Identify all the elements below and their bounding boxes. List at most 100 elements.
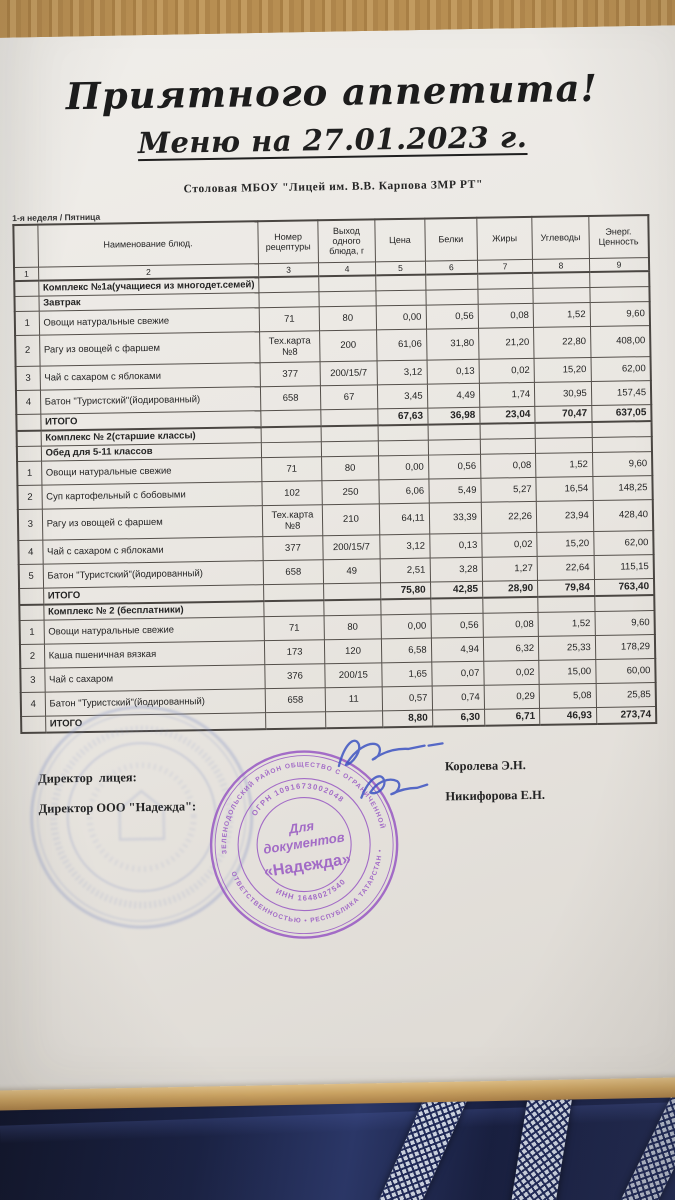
row-num: 2	[15, 334, 40, 367]
fat: 6,32	[483, 635, 539, 661]
protein: 0,74	[431, 684, 485, 710]
cell	[430, 597, 483, 614]
wood-shelf	[0, 0, 675, 38]
cell	[375, 274, 426, 291]
fat: 0,08	[478, 302, 534, 328]
total-fat: 23,04	[479, 405, 536, 424]
handwritten-signature	[337, 739, 444, 799]
cell	[263, 600, 324, 617]
cell	[378, 439, 429, 456]
cell	[261, 441, 322, 458]
total-protein: 42,85	[430, 580, 483, 599]
dish-name: Рагу из овощей с фаршем	[41, 505, 263, 540]
cell	[380, 598, 431, 615]
portion-out: 200/15/7	[319, 360, 378, 386]
canteen-name: Столовая МБОУ "Лицей им. В.В. Карпова ЗМ…	[183, 178, 484, 196]
recipe-number: 71	[264, 615, 325, 641]
portion-out: 80	[318, 305, 377, 331]
carbs: 1,52	[535, 451, 593, 477]
cell	[16, 413, 41, 432]
menu-date-title: Меню на 27.01.2023 г.	[137, 119, 528, 161]
cell	[477, 272, 533, 289]
portion-out: 49	[322, 558, 381, 584]
total-protein: 36,98	[427, 406, 480, 425]
carbs: 15,20	[536, 530, 594, 556]
carbs: 15,00	[538, 658, 596, 684]
dish-name: Рагу из овощей с фаршем	[39, 331, 261, 366]
cell	[19, 604, 44, 621]
carbs: 1,52	[538, 610, 596, 636]
row-num: 4	[18, 539, 43, 565]
price: 0,00	[376, 304, 427, 330]
price: 0,00	[378, 454, 429, 480]
price: 3,45	[377, 383, 428, 409]
menu-table: Наименование блюд. Номер рецептуры Выход…	[12, 214, 658, 735]
col-number: 9	[589, 257, 650, 273]
fabric-background	[0, 1096, 675, 1200]
total-energy: 763,40	[594, 578, 655, 596]
recipe-number: 173	[264, 639, 325, 665]
cell	[259, 291, 319, 308]
energy: 408,00	[590, 325, 651, 358]
recipe-number: 376	[264, 663, 325, 689]
fat: 0,29	[484, 683, 540, 709]
cell	[589, 271, 650, 288]
dish-name: Суп картофельный с бобовыми	[41, 481, 263, 509]
cell	[535, 422, 592, 438]
price: 64,11	[379, 502, 430, 535]
cell	[427, 438, 481, 455]
recipe-number: 377	[262, 535, 323, 561]
cell	[16, 430, 41, 447]
total-carbs: 46,93	[539, 706, 597, 725]
sheet-content: Приятного аппетита! Меню на 27.01.2023 г…	[0, 19, 675, 1105]
fat: 0,08	[482, 611, 539, 637]
col-number: 8	[532, 258, 590, 273]
price: 3,12	[377, 359, 427, 385]
portion-out: 120	[324, 638, 382, 664]
carbs: 25,33	[538, 634, 596, 660]
col-header-recipe: Номер рецептуры	[257, 220, 319, 264]
price: 1,65	[381, 661, 432, 687]
energy: 62,00	[590, 356, 651, 382]
energy: 157,45	[591, 380, 652, 406]
col-header-carbs: Углеводы	[531, 216, 590, 259]
cell	[378, 424, 428, 441]
cell	[535, 437, 593, 453]
cell	[482, 596, 539, 613]
price: 6,58	[381, 637, 432, 663]
portion-out: 200/15/7	[322, 534, 381, 560]
recipe-number: Тех.карта №8	[259, 330, 320, 363]
carbs: 22,64	[537, 554, 595, 580]
col-number: 5	[375, 260, 426, 276]
protein: 5,49	[428, 477, 482, 503]
portion-out: 67	[320, 384, 378, 410]
fat: 0,02	[478, 357, 535, 383]
fat: 1,74	[479, 381, 535, 407]
protein: 3,28	[429, 556, 483, 582]
cell	[323, 582, 381, 601]
cell	[594, 595, 655, 611]
portion-out: 11	[324, 686, 383, 712]
col-header-name: Наименование блюд.	[37, 221, 259, 267]
cell	[14, 280, 39, 297]
col-number: 6	[425, 259, 478, 275]
fat: 0,08	[480, 452, 536, 478]
recipe-number: 71	[261, 456, 322, 482]
protein: 0,56	[430, 612, 484, 638]
stamp-center-line1: Для	[287, 818, 315, 837]
total-fat: 6,71	[484, 707, 540, 726]
cell	[537, 595, 595, 612]
portion-out: 80	[323, 614, 382, 640]
recipe-number: 377	[260, 361, 321, 387]
col-number: 1	[14, 266, 39, 282]
cell	[532, 272, 590, 288]
cell	[477, 287, 534, 304]
menu-sheet: Приятного аппетита! Меню на 27.01.2023 г…	[0, 24, 675, 1100]
row-num: 3	[17, 508, 43, 541]
dish-name: Батон "Туристский"(йодированный)	[42, 560, 264, 588]
dish-name: Чай с сахаром с яблоками	[39, 362, 261, 390]
recipe-number: 658	[260, 385, 321, 411]
row-num: 3	[15, 365, 41, 391]
cell	[258, 276, 319, 293]
protein: 31,80	[426, 327, 479, 360]
